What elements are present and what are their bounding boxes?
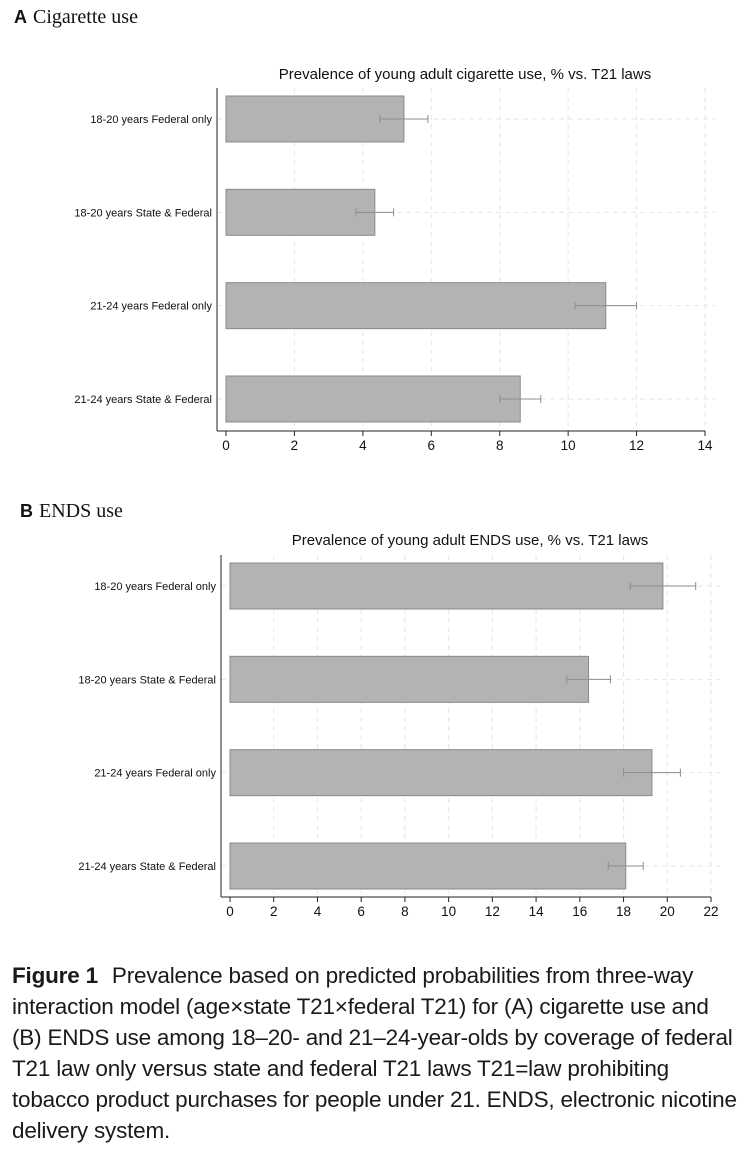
category-label: 21-24 years Federal only: [94, 768, 216, 780]
x-tick-label: 10: [441, 904, 456, 919]
panel-b-label: B ENDS use: [20, 500, 123, 523]
figure-caption: Figure 1 Prevalence based on predicted pr…: [12, 960, 738, 1146]
panel-a-letter: A: [14, 7, 27, 27]
x-tick-label: 4: [314, 904, 322, 919]
bar: [225, 188, 376, 236]
x-tick-label: 14: [529, 904, 545, 919]
x-tick-label: 14: [697, 438, 713, 453]
caption-text: Prevalence based on predicted probabilit…: [12, 963, 737, 1143]
x-tick-label: 8: [401, 904, 409, 919]
panel-b-letter: B: [20, 501, 33, 521]
x-tick-label: 6: [428, 438, 436, 453]
chart-title: Prevalence of young adult ENDS use, % vs…: [292, 532, 649, 549]
cigarette-use-chart: Prevalence of young adult cigarette use,…: [74, 66, 715, 453]
x-tick-label: 4: [359, 438, 367, 453]
category-label: 18-20 years State & Federal: [78, 674, 216, 686]
panel-a-label: A Cigarette use: [14, 6, 138, 29]
bar: [229, 842, 627, 890]
x-tick-label: 16: [572, 904, 587, 919]
x-tick-label: 2: [291, 438, 299, 453]
x-tick-label: 6: [357, 904, 365, 919]
bar: [229, 562, 664, 610]
bar: [225, 375, 521, 423]
panel-b-title: ENDS use: [39, 500, 123, 522]
chart-title: Prevalence of young adult cigarette use,…: [279, 66, 651, 83]
caption-label: Figure 1: [12, 963, 98, 988]
category-label: 18-20 years Federal only: [94, 581, 216, 593]
x-tick-label: 12: [629, 438, 644, 453]
category-label: 18-20 years State & Federal: [74, 207, 212, 219]
x-tick-label: 8: [496, 438, 504, 453]
x-tick-label: 10: [561, 438, 576, 453]
category-label: 18-20 years Federal only: [90, 114, 212, 126]
x-tick-label: 22: [703, 904, 718, 919]
x-tick-label: 0: [222, 438, 230, 453]
panel-a-title: Cigarette use: [33, 6, 138, 28]
x-tick-label: 12: [485, 904, 500, 919]
bar: [225, 95, 405, 143]
category-label: 21-24 years Federal only: [90, 301, 212, 313]
x-tick-label: 0: [226, 904, 234, 919]
x-tick-label: 2: [270, 904, 278, 919]
bar: [229, 655, 590, 703]
category-label: 21-24 years State & Federal: [78, 861, 216, 873]
bar: [229, 749, 653, 797]
x-tick-label: 18: [616, 904, 631, 919]
x-tick-label: 20: [660, 904, 675, 919]
ends-use-chart: Prevalence of young adult ENDS use, % vs…: [78, 532, 720, 919]
category-label: 21-24 years State & Federal: [74, 394, 212, 406]
bar: [225, 282, 607, 330]
